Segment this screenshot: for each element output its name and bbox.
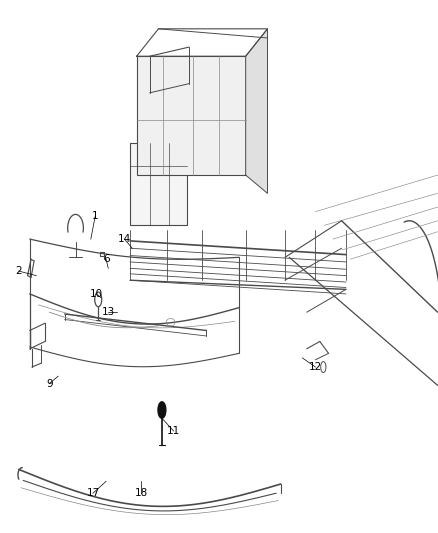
Text: 2: 2 xyxy=(15,266,22,276)
Text: 6: 6 xyxy=(102,254,109,264)
FancyBboxPatch shape xyxy=(130,143,186,225)
Bar xyxy=(136,56,245,175)
Text: 13: 13 xyxy=(102,307,115,317)
Text: 12: 12 xyxy=(308,362,321,372)
Text: 11: 11 xyxy=(167,426,180,436)
Text: 17: 17 xyxy=(86,488,99,498)
Polygon shape xyxy=(245,29,267,193)
Circle shape xyxy=(158,402,166,418)
Text: 1: 1 xyxy=(92,211,98,221)
Text: 9: 9 xyxy=(46,378,53,389)
Text: 14: 14 xyxy=(117,234,131,244)
Text: 10: 10 xyxy=(90,289,103,299)
Text: 18: 18 xyxy=(134,488,147,498)
